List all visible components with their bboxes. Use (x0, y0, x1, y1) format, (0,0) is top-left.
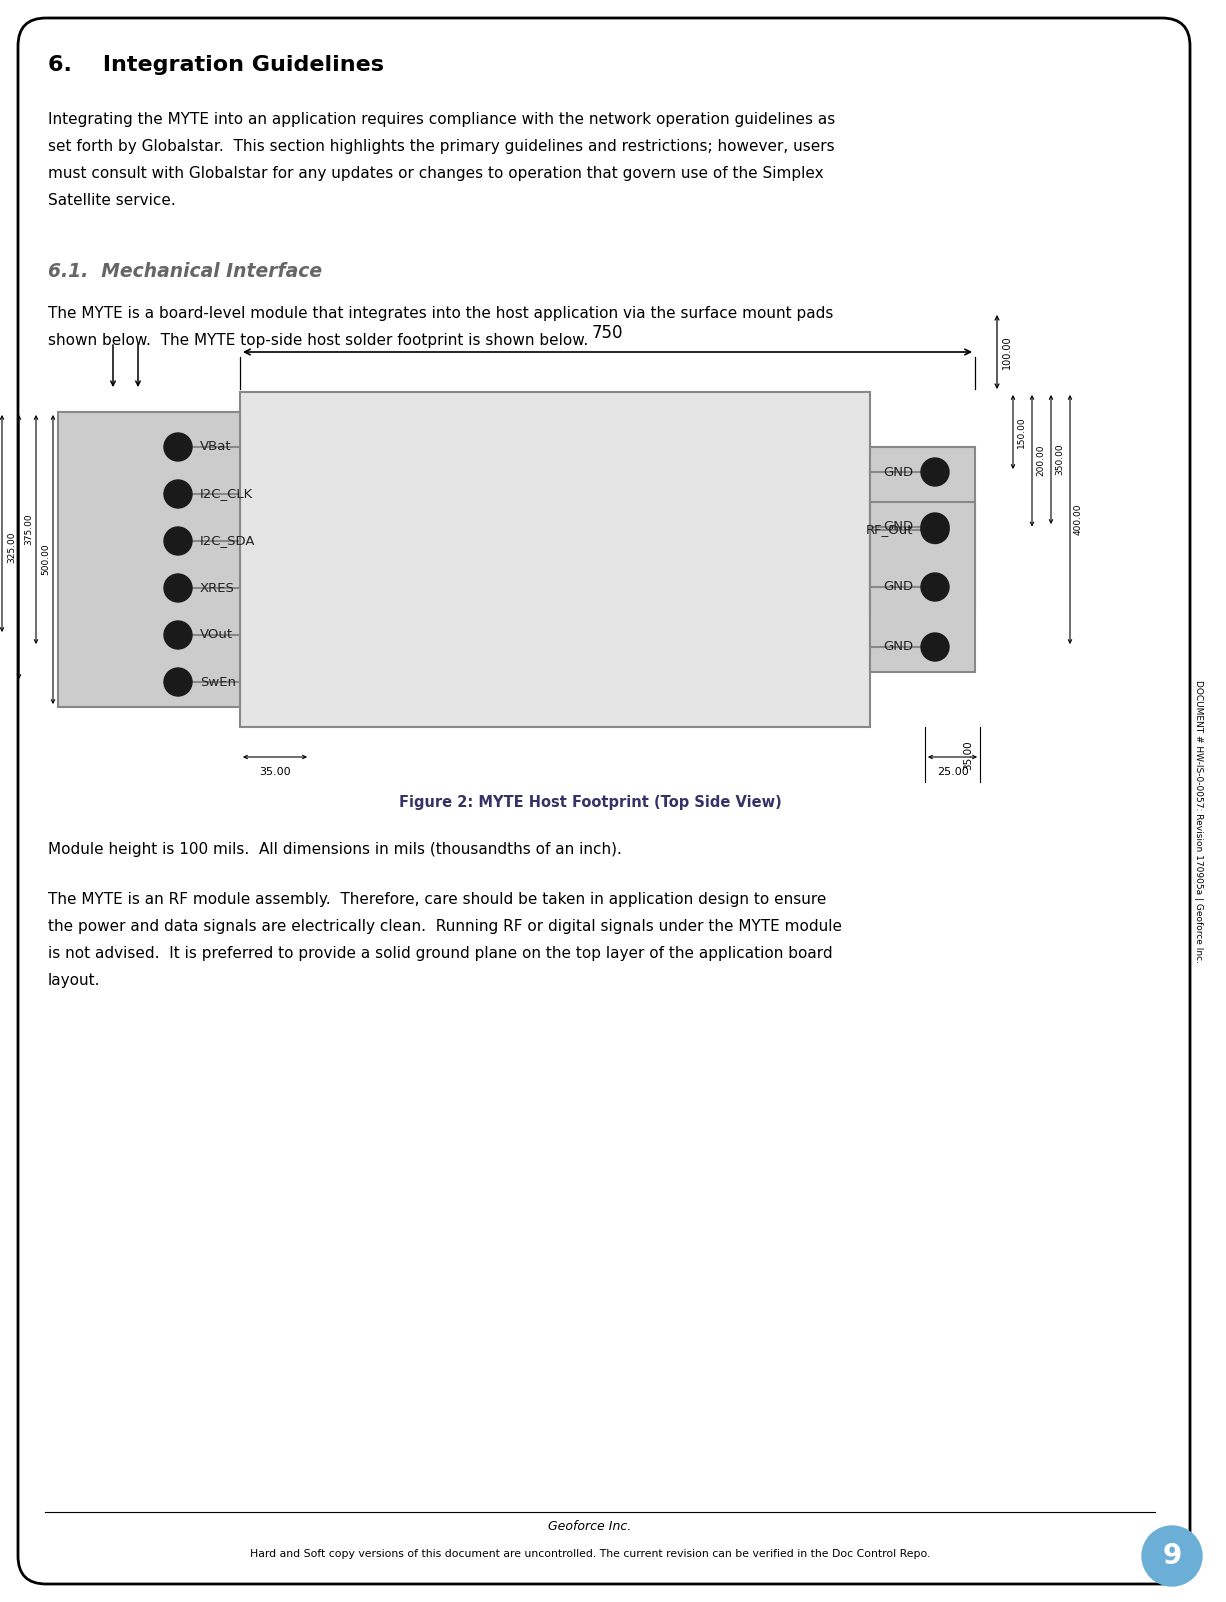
Text: set forth by Globalstar.  This section highlights the primary guidelines and res: set forth by Globalstar. This section hi… (48, 139, 835, 154)
Text: 35.00: 35.00 (962, 740, 973, 771)
Circle shape (164, 668, 192, 695)
Text: must consult with Globalstar for any updates or changes to operation that govern: must consult with Globalstar for any upd… (48, 167, 824, 181)
Text: Hard and Soft copy versions of this document are uncontrolled. The current revis: Hard and Soft copy versions of this docu… (250, 1549, 931, 1559)
Text: XRES: XRES (200, 582, 235, 594)
Text: RF_Out: RF_Out (866, 522, 913, 537)
Circle shape (164, 481, 192, 508)
Text: layout.: layout. (48, 972, 101, 988)
Text: shown below.  The MYTE top-side host solder footprint is shown below.: shown below. The MYTE top-side host sold… (48, 333, 588, 348)
Text: Module height is 100 mils.  All dimensions in mils (thousandths of an inch).: Module height is 100 mils. All dimension… (48, 843, 622, 857)
Text: VBat: VBat (200, 441, 232, 453)
Text: 375.00: 375.00 (25, 514, 33, 545)
FancyBboxPatch shape (18, 18, 1190, 1584)
Text: DOCUMENT # HW-IS-0-0057: Revision 170905a | Geoforce Inc.: DOCUMENT # HW-IS-0-0057: Revision 170905… (1193, 681, 1203, 963)
Text: the power and data signals are electrically clean.  Running RF or digital signal: the power and data signals are electrica… (48, 920, 842, 934)
Bar (870, 447, 975, 612)
Text: 35.00: 35.00 (259, 767, 291, 777)
Circle shape (164, 433, 192, 461)
Text: GND: GND (883, 466, 913, 479)
Text: 150.00: 150.00 (1018, 417, 1026, 449)
Text: 9: 9 (1162, 1543, 1182, 1570)
Text: 500.00: 500.00 (40, 543, 50, 575)
Circle shape (164, 574, 192, 602)
Circle shape (921, 513, 949, 541)
Bar (870, 501, 975, 671)
Circle shape (921, 516, 949, 543)
Circle shape (164, 527, 192, 554)
Text: Integrating the MYTE into an application requires compliance with the network op: Integrating the MYTE into an application… (48, 112, 835, 127)
Text: 6.    Integration Guidelines: 6. Integration Guidelines (48, 54, 384, 75)
Text: 350.00: 350.00 (1056, 444, 1064, 476)
Text: 25.00: 25.00 (937, 767, 969, 777)
Text: 200.00: 200.00 (1036, 445, 1045, 476)
Text: SwEn: SwEn (200, 676, 235, 689)
Text: I2C_CLK: I2C_CLK (200, 487, 254, 500)
Text: The MYTE is a board-level module that integrates into the host application via t: The MYTE is a board-level module that in… (48, 306, 834, 320)
Circle shape (921, 633, 949, 662)
Text: GND: GND (883, 521, 913, 533)
Text: 100.00: 100.00 (1002, 335, 1011, 368)
Circle shape (921, 574, 949, 601)
Circle shape (164, 622, 192, 649)
Text: 325.00: 325.00 (7, 532, 16, 562)
Text: 750: 750 (592, 324, 623, 341)
Text: Figure 2: MYTE Host Footprint (Top Side View): Figure 2: MYTE Host Footprint (Top Side … (398, 795, 781, 811)
Text: The MYTE is an RF module assembly.  Therefore, care should be taken in applicati: The MYTE is an RF module assembly. There… (48, 892, 826, 907)
Text: is not advised.  It is preferred to provide a solid ground plane on the top laye: is not advised. It is preferred to provi… (48, 947, 832, 961)
Text: 6.1.  Mechanical Interface: 6.1. Mechanical Interface (48, 263, 322, 280)
Text: I2C_SDA: I2C_SDA (200, 535, 255, 548)
Text: Geoforce Inc.: Geoforce Inc. (548, 1520, 631, 1533)
Text: GND: GND (883, 580, 913, 593)
Text: 400.00: 400.00 (1074, 503, 1083, 535)
Text: VOut: VOut (200, 628, 233, 641)
Bar (58, 412, 240, 706)
Text: Satellite service.: Satellite service. (48, 192, 175, 208)
Circle shape (921, 458, 949, 485)
Circle shape (1141, 1527, 1201, 1586)
Bar (240, 392, 870, 727)
Text: GND: GND (883, 641, 913, 654)
